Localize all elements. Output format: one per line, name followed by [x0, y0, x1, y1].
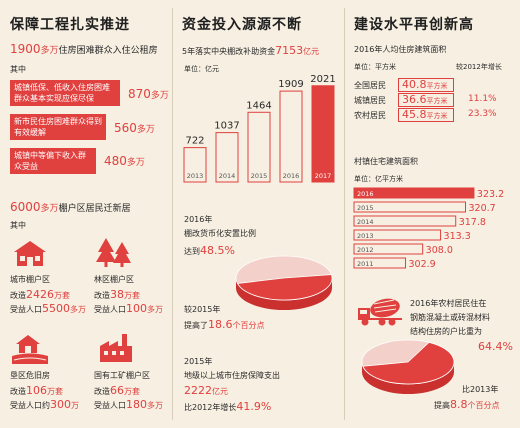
cat-3-line2: 受益人口180多万	[94, 398, 163, 411]
hbar-2011	[353, 257, 406, 269]
bar-2016	[279, 90, 303, 183]
area-row-2: 农村居民 45.8平方米 23.3%	[354, 108, 497, 122]
cat-1-line1: 改造38万套	[94, 288, 140, 301]
bar-value-2015: 1464	[246, 100, 271, 111]
funding-bar-chart: 722 2013 1037 2014 1464 2015 1909 2016 2021 2017	[183, 74, 336, 183]
cat-2-line2: 受益人口约300万	[10, 398, 79, 411]
mixer-truck-icon	[358, 296, 404, 326]
area-row-0: 全国居民 40.8平方米	[354, 78, 512, 93]
cat-2-name: 垦区危旧房	[10, 371, 50, 380]
village-bar-unit: 单位：亿平方米	[354, 175, 403, 183]
bar-2017	[311, 85, 335, 183]
funding-chart-title: 5年落实中央棚改补助资金7153亿元	[182, 44, 320, 57]
bar-2014	[215, 132, 239, 183]
bar-2015	[247, 111, 271, 183]
area-table: 全国居民 40.8平方米 城镇居民 36.6平方米 11.1% 农村居民 45.…	[354, 78, 512, 123]
pie-slice-main	[362, 341, 455, 385]
cat-2-line1: 改造106万套	[10, 384, 63, 397]
area-table-title: 2016年人均住房建筑面积	[354, 45, 447, 54]
village-bar-title: 村镇住宅建筑面积	[354, 157, 418, 166]
cat-1-name: 林区棚户区	[94, 275, 134, 284]
hbar-value-2013: 313.3	[444, 231, 471, 242]
hbar-2014	[353, 215, 457, 227]
hbar-value-2014: 317.8	[459, 217, 486, 228]
bar-value-2014: 1037	[214, 121, 239, 132]
bar-label-2015: 2015	[251, 172, 268, 180]
compare-header: 较2012年增长	[456, 63, 502, 71]
bar-2013	[183, 147, 207, 183]
bar-label-2016: 2016	[283, 172, 300, 180]
pie1-foot-pre: 较2015年	[184, 305, 221, 314]
pie2-line3: 结构住房的户比重为	[410, 327, 482, 336]
section-title-quality: 建设水平再创新高	[354, 17, 474, 33]
item-box-0: 城镇低保、低收入住房困难群众基本实现应保尽保	[10, 80, 120, 106]
section-title-funding: 资金投入源源不断	[182, 17, 302, 33]
pie-side	[362, 362, 454, 394]
intro-line: 1900多万住房困难群众入住公租房	[10, 42, 158, 56]
cat-0-line2: 受益人口5500多万	[10, 302, 86, 315]
item-value-2: 480多万	[104, 154, 145, 168]
item-box-2: 城镇中等偏下收入群众受益	[10, 148, 96, 174]
pie1-value: 达到48.5%	[184, 244, 235, 257]
divider-left	[172, 8, 173, 420]
bar-value-2017: 2021	[310, 74, 335, 85]
pie2-foot: 提高8.8个百分点	[434, 398, 500, 411]
pie-side	[236, 278, 332, 310]
funding-unit-label: 单位：亿元	[184, 65, 219, 73]
house-icon	[12, 238, 48, 268]
tail-line4: 比2012年增长41.9%	[184, 400, 272, 413]
pie2-line1: 2016年农村居民住在	[410, 299, 487, 308]
hbar-value-2012: 308.0	[426, 245, 453, 256]
bar-label-2013: 2013	[187, 172, 204, 180]
pie2-foot-pre: 比2013年	[462, 385, 499, 394]
hbar-label-2011: 2011	[357, 260, 374, 268]
pie1-line2: 棚改货币化安置比例	[184, 229, 256, 238]
area-row-1: 城镇居民 36.6平方米 11.1%	[354, 93, 497, 107]
hbar-value-2011: 302.9	[408, 259, 435, 270]
bar-label-2014: 2014	[219, 172, 236, 180]
pie1-line1: 2016年	[184, 215, 213, 224]
pie2-line2: 钢筋混凝土或砖混材料	[410, 313, 490, 322]
cat-3-name: 国有工矿棚户区	[94, 371, 150, 380]
hbar-2013	[353, 229, 442, 241]
farm-icon	[12, 332, 48, 364]
hbar-label-2012: 2012	[357, 246, 374, 254]
tail-line1: 2015年	[184, 357, 213, 366]
hbar-label-2015: 2015	[357, 204, 374, 212]
hbar-label-2014: 2014	[357, 218, 374, 226]
item-value-0: 870多万	[128, 87, 169, 101]
intro2-line: 6000多万棚户区居民迁新居	[10, 200, 131, 214]
village-area-bar-chart: 2016 323.2 2015 320.7 2014 317.8 2013 313.3 2012…	[353, 187, 504, 270]
pie-slice-main	[236, 274, 333, 301]
hbar-label-2013: 2013	[357, 232, 374, 240]
cat-3-line1: 改造66万套	[94, 384, 140, 397]
forest-icon	[96, 236, 132, 267]
area-unit-label: 单位：平方米	[354, 63, 396, 71]
hbar-2012	[353, 243, 424, 255]
section-title-security: 保障工程扎实推进	[10, 17, 130, 33]
relocation-pie-chart	[235, 255, 333, 310]
hbar-value-2016: 323.2	[477, 189, 504, 200]
hbar-2015	[353, 201, 467, 213]
rural-structure-pie-chart	[361, 339, 455, 394]
hbar-value-2015: 320.7	[469, 203, 496, 214]
hbar-2016	[353, 187, 475, 199]
pie2-value: 64.4%	[478, 340, 513, 353]
tail-line3: 2222亿元	[184, 384, 228, 397]
qizhong-label: 其中	[10, 65, 26, 74]
bar-value-2013: 722	[185, 136, 204, 147]
hbar-label-2016: 2016	[357, 190, 374, 198]
bar-label-2017: 2017	[315, 172, 332, 180]
pie1-foot: 提高了18.6个百分点	[184, 318, 265, 331]
tail-line2: 地级以上城市住房保障支出	[184, 371, 280, 380]
factory-icon	[98, 332, 134, 362]
divider-right	[344, 8, 345, 420]
item-box-1: 新市民住房困难群众得到有效缓解	[10, 114, 106, 140]
qizhong2-label: 其中	[10, 221, 26, 230]
item-value-1: 560多万	[114, 121, 155, 135]
cat-1-line2: 受益人口100多万	[94, 302, 163, 315]
cat-0-name: 城市棚户区	[10, 275, 50, 284]
bar-value-2016: 1909	[278, 79, 303, 90]
cat-0-line1: 改造2426万套	[10, 288, 70, 301]
